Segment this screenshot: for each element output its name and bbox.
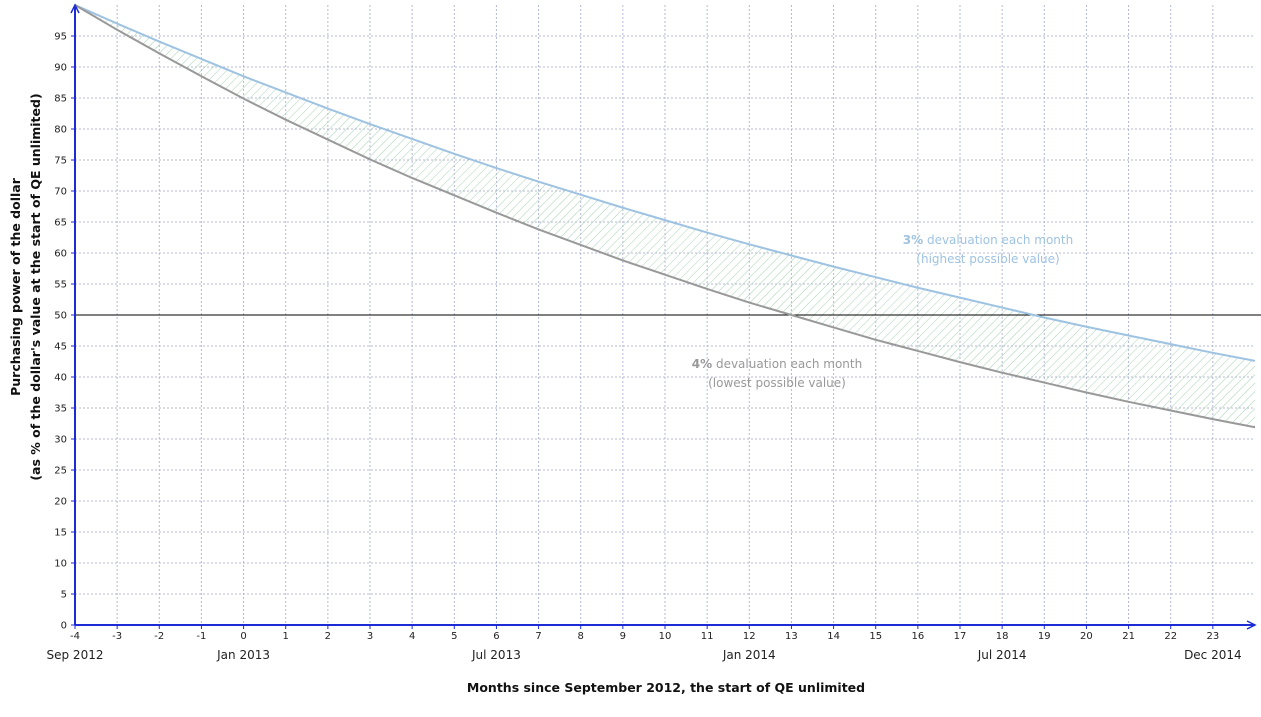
x-tick-label: 23 [1206,631,1219,642]
annotation-3pct-sub: (highest possible value) [916,252,1059,266]
y-tick-label: 65 [54,218,67,229]
date-tick-label: Jul 2014 [977,648,1027,662]
y-tick-label: 95 [54,32,67,43]
x-tick-label: 12 [743,631,756,642]
annotation-3pct-text: devaluation each month [923,233,1073,247]
annotation-3pct-bold: 3% [903,233,923,247]
x-tick-label: 16 [911,631,924,642]
hatched-range-band [75,5,1255,428]
x-tick-label: 11 [701,631,714,642]
y-tick-labels: 0 5 10 15 20 25 30 35 40 45 50 55 60 65 70 75 80 85 90 95 [54,32,67,632]
date-tick-label: Jan 2014 [722,648,776,662]
x-tick-label: 19 [1038,631,1051,642]
annotation-4pct: 4% devaluation each month [692,357,862,371]
x-tick-label: 15 [869,631,882,642]
y-tick-label: 75 [54,156,67,167]
x-tick-label: -4 [70,631,80,642]
y-tick-label: 10 [54,559,67,570]
x-tick-label: 14 [827,631,840,642]
y-tick-label: 25 [54,466,67,477]
date-tick-labels: Sep 2012 Jan 2013 Jul 2013 Jan 2014 Jul 2014… [47,648,1242,662]
y-tick-label: 0 [61,621,67,632]
y-tick-label: 40 [54,373,67,384]
y-tick-label: 20 [54,497,67,508]
y-axis-title-line2: (as % of the dollar's value at the start… [28,93,43,480]
date-tick-label: Jul 2013 [471,648,521,662]
annotation-4pct-bold: 4% [692,357,712,371]
annotation-4pct-text: devaluation each month [712,357,862,371]
y-tick-label: 15 [54,528,67,539]
x-tick-label: 21 [1122,631,1135,642]
x-tick-labels: -4 -3 -2 -1 0 1 2 3 4 5 6 7 8 9 10 11 12 13 14 15 16 17 18 19 20… [70,631,1219,642]
x-tick-label: 7 [535,631,541,642]
y-tick-label: 50 [54,311,67,322]
date-tick-label: Dec 2014 [1184,648,1242,662]
y-tick-label: 55 [54,280,67,291]
y-tick-label: 85 [54,94,67,105]
annotation-3pct: 3% devaluation each month [903,233,1073,247]
x-tick-label: 17 [954,631,967,642]
x-tick-label: 20 [1080,631,1093,642]
x-tick-label: 8 [578,631,584,642]
x-tick-label: 3 [367,631,373,642]
series-line-1 [74,4,1256,429]
x-axis-title: Months since September 2012, the start o… [467,680,865,695]
y-tick-label: 60 [54,249,67,260]
x-tick-label: 18 [996,631,1009,642]
x-tick-label: 4 [409,631,415,642]
x-tick-label: -1 [196,631,206,642]
x-tick-label: 5 [451,631,457,642]
annotation-4pct-sub: (lowest possible value) [708,376,846,390]
x-tick-label: 9 [620,631,626,642]
y-tick-label: 35 [54,404,67,415]
x-tick-label: 1 [283,631,289,642]
x-tick-label: 6 [493,631,499,642]
date-tick-label: Jan 2013 [216,648,270,662]
x-tick-label: -2 [154,631,164,642]
series-layer [74,4,1256,429]
y-axis-arrow [70,3,80,14]
y-tick-label: 80 [54,125,67,136]
x-tick-label: 0 [240,631,246,642]
x-tick-label: 13 [785,631,798,642]
x-tick-label: 2 [325,631,331,642]
x-tick-label: 22 [1164,631,1177,642]
y-tick-label: 70 [54,187,67,198]
date-tick-label: Sep 2012 [47,648,104,662]
y-tick-label: 90 [54,63,67,74]
series-line-0 [74,4,1256,362]
x-tick-label: 10 [659,631,672,642]
y-tick-label: 30 [54,435,67,446]
y-tick-label: 45 [54,342,67,353]
y-tick-label: 5 [61,590,67,601]
x-axis-arrow [1246,620,1257,630]
x-tick-label: -3 [112,631,122,642]
y-axis-title-line1: Purchasing power of the dollar [8,177,23,396]
axes [70,3,1257,630]
